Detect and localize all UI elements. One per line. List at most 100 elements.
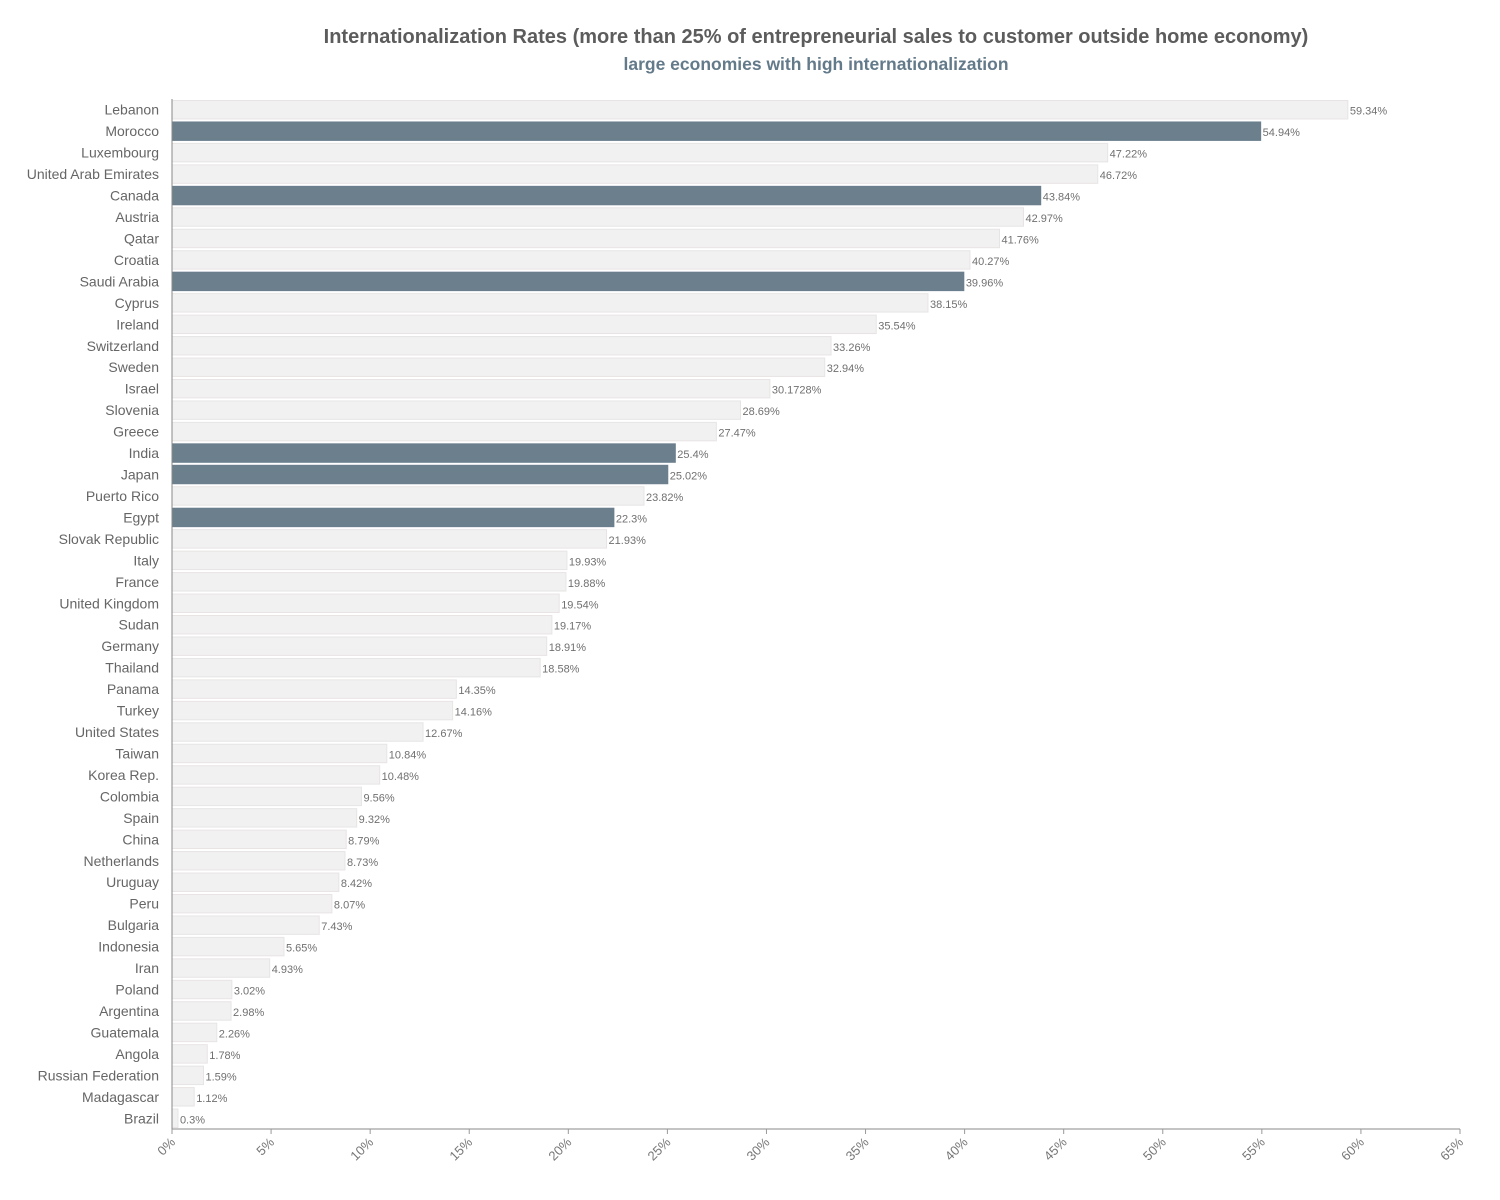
category-label-canada: Canada [110, 188, 159, 204]
bar-japan [171, 464, 669, 485]
bar-puerto-rico [171, 486, 645, 506]
bar-lebanon [171, 100, 1349, 120]
value-label-thailand: 18.58% [542, 664, 580, 676]
bar-austria [171, 207, 1024, 227]
value-label-taiwan: 10.84% [389, 749, 427, 761]
value-label-switzerland: 33.26% [833, 342, 871, 354]
category-label-japan: Japan [121, 467, 159, 483]
category-label-slovenia: Slovenia [105, 402, 159, 418]
bar-saudi-arabia [171, 271, 965, 292]
bar-india [171, 443, 676, 463]
x-tick-label: 60% [1338, 1134, 1367, 1163]
bar-sweden [171, 357, 826, 377]
value-label-india: 25.4% [677, 449, 708, 461]
category-label-morocco: Morocco [105, 123, 159, 139]
chart-title: Internationalization Rates (more than 25… [323, 26, 1309, 48]
category-label-cyprus: Cyprus [115, 295, 159, 311]
value-label-madagascar: 1.12% [196, 1093, 227, 1105]
bar-slovenia [171, 400, 741, 420]
bar-colombia [171, 786, 362, 807]
bar-greece [171, 421, 717, 442]
bar-bulgaria [171, 915, 320, 935]
bar-madagascar [171, 1087, 195, 1107]
value-label-luxembourg: 47.22% [1110, 149, 1148, 161]
value-label-peru: 8.07% [334, 900, 365, 912]
bar-netherlands [171, 851, 346, 871]
category-label-netherlands: Netherlands [84, 853, 160, 869]
bar-uruguay [171, 872, 340, 892]
bar-united-kingdom [171, 593, 560, 613]
value-label-angola: 1.78% [209, 1050, 240, 1062]
category-label-united-arab-emirates: United Arab Emirates [27, 166, 159, 182]
value-label-indonesia: 5.65% [286, 943, 317, 955]
value-label-slovak-republic: 21.93% [609, 535, 647, 547]
x-tick-label: 10% [347, 1134, 376, 1163]
category-label-korea-rep: Korea Rep. [88, 767, 159, 783]
bar-italy [171, 550, 568, 571]
bar-morocco [171, 121, 1262, 141]
value-label-austria: 42.97% [1025, 213, 1063, 225]
value-label-saudi-arabia: 39.96% [966, 277, 1004, 289]
value-label-israel: 30.1728% [772, 385, 822, 397]
x-tick-label: 30% [744, 1134, 773, 1163]
value-label-russian-federation: 1.59% [206, 1071, 237, 1083]
value-label-cyprus: 38.15% [930, 299, 968, 311]
value-label-puerto-rico: 23.82% [646, 492, 684, 504]
bar-guatemala [171, 1022, 218, 1043]
bar-argentina [171, 1001, 232, 1021]
category-label-iran: Iran [135, 960, 159, 976]
category-label-colombia: Colombia [100, 788, 159, 804]
value-label-ireland: 35.54% [878, 320, 916, 332]
category-label-slovak-republic: Slovak Republic [59, 531, 159, 547]
value-label-sudan: 19.17% [554, 621, 592, 633]
category-label-taiwan: Taiwan [115, 745, 159, 761]
bar-china [171, 829, 347, 850]
x-tick-label: 45% [1041, 1134, 1070, 1163]
category-label-panama: Panama [107, 681, 159, 697]
axes [171, 99, 1460, 1130]
value-label-qatar: 41.76% [1001, 234, 1039, 246]
category-label-uruguay: Uruguay [106, 874, 159, 890]
category-label-israel: Israel [125, 381, 159, 397]
value-label-guatemala: 2.26% [219, 1028, 250, 1040]
category-label-qatar: Qatar [124, 230, 159, 246]
value-label-morocco: 54.94% [1263, 127, 1301, 139]
bar-indonesia [171, 936, 285, 957]
x-tick-label: 35% [843, 1134, 872, 1163]
value-label-egypt: 22.3% [616, 513, 647, 525]
chart-subtitle: large economies with high internationali… [623, 54, 1009, 74]
value-label-canada: 43.84% [1043, 192, 1081, 204]
category-label-saudi-arabia: Saudi Arabia [80, 273, 160, 289]
bar-united-arab-emirates [171, 164, 1099, 184]
value-label-italy: 19.93% [569, 556, 607, 568]
bar-switzerland [171, 336, 832, 356]
value-label-croatia: 40.27% [972, 256, 1010, 268]
category-label-sudan: Sudan [119, 617, 159, 633]
category-label-madagascar: Madagascar [82, 1089, 159, 1105]
category-label-lebanon: Lebanon [104, 102, 159, 118]
value-labels: 59.34% 54.94% 47.22% 46.72% 43.84% 42.97% 41.7… [180, 106, 1387, 1127]
bar-slovak-republic [171, 529, 608, 549]
bar-ireland [171, 314, 877, 335]
bar-spain [171, 808, 358, 828]
category-label-russian-federation: Russian Federation [38, 1067, 159, 1083]
value-label-spain: 9.32% [359, 814, 390, 826]
bar-angola [171, 1044, 208, 1064]
bar-germany [171, 636, 548, 656]
value-label-slovenia: 28.69% [743, 406, 781, 418]
value-label-turkey: 14.16% [455, 707, 493, 719]
x-tick-label: 40% [942, 1134, 971, 1163]
bar-turkey [171, 700, 454, 721]
value-label-lebanon: 59.34% [1350, 106, 1388, 118]
bar-sudan [171, 615, 553, 635]
bar-poland [171, 979, 233, 1000]
value-label-argentina: 2.98% [233, 1007, 264, 1019]
value-label-poland: 3.02% [234, 986, 265, 998]
x-tick-label: 20% [545, 1134, 574, 1163]
category-label-luxembourg: Luxembourg [81, 145, 159, 161]
x-tick-label: 5% [253, 1134, 277, 1158]
category-label-guatemala: Guatemala [91, 1024, 160, 1040]
bar-iran [171, 958, 271, 978]
bar-luxembourg [171, 142, 1109, 163]
